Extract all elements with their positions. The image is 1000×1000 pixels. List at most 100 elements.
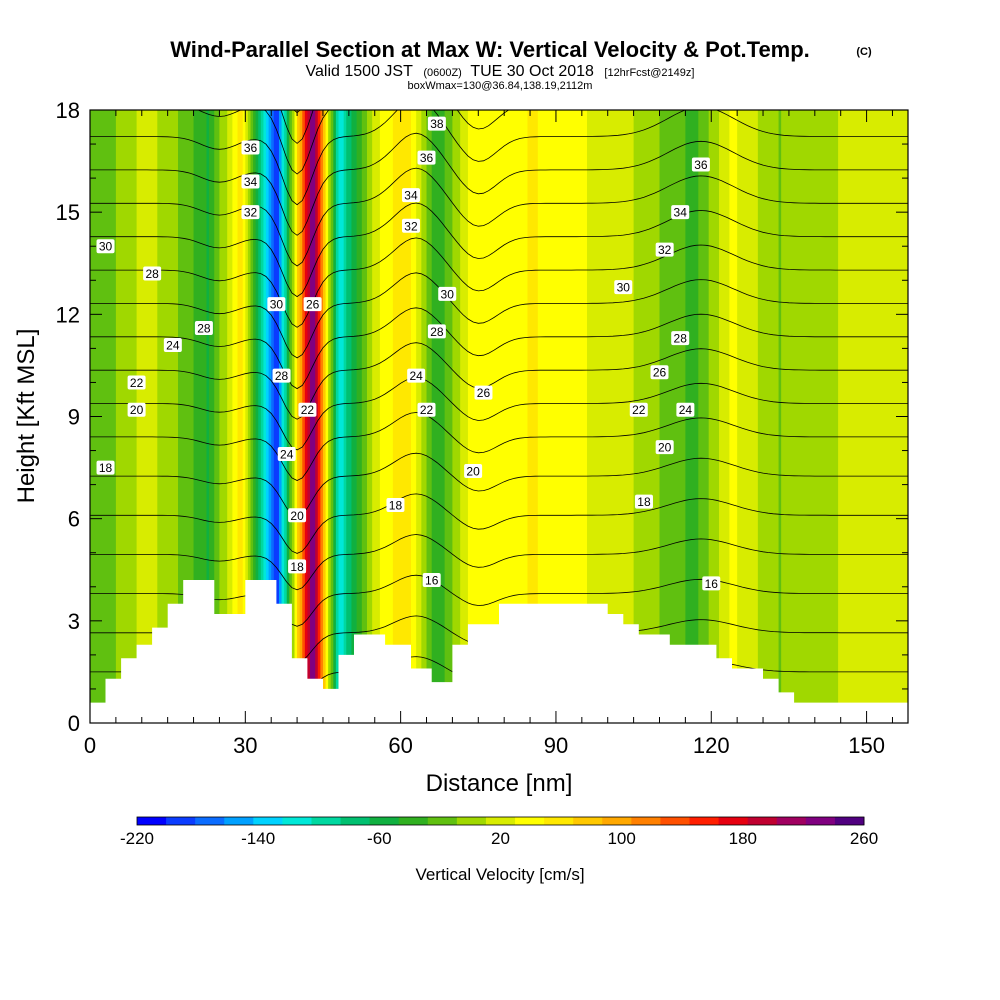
velocity-cell	[832, 110, 837, 723]
isentrope-line	[90, 272, 908, 359]
velocity-cell	[496, 110, 500, 723]
colorbar-label: -60	[367, 829, 392, 848]
velocity-cell	[110, 110, 114, 723]
velocity-cell	[589, 110, 593, 723]
velocity-cell	[343, 110, 347, 723]
velocity-cell	[597, 110, 601, 723]
velocity-cell	[196, 110, 200, 723]
velocity-cell	[530, 110, 534, 723]
contour-label-text: 24	[409, 369, 423, 383]
contour-label-text: 20	[130, 403, 144, 417]
velocity-cell	[887, 110, 891, 723]
velocity-cell	[359, 110, 363, 723]
contour-label: 24	[676, 402, 695, 417]
velocity-cell	[102, 110, 107, 723]
velocity-cell	[553, 110, 557, 723]
velocity-cell	[201, 110, 205, 723]
velocity-cell	[581, 110, 586, 723]
velocity-cell	[522, 110, 526, 723]
velocity-cell	[791, 110, 795, 723]
velocity-cell	[434, 110, 438, 723]
velocity-cell	[599, 110, 604, 723]
subtitle-date: TUE 30 Oct 2018	[470, 63, 594, 80]
velocity-cell	[765, 110, 769, 723]
velocity-cell	[830, 110, 834, 723]
contour-label-text: 30	[441, 287, 455, 301]
velocity-cell	[708, 110, 712, 723]
velocity-cell	[610, 110, 614, 723]
velocity-cell	[405, 110, 409, 723]
colorbar: -220 -140 -60 20 100 180 260	[120, 816, 878, 848]
colorbar-swatch	[340, 817, 371, 825]
velocity-cell	[356, 110, 360, 723]
contour-label: 34	[401, 188, 420, 203]
velocity-cell	[460, 110, 464, 723]
colorbar-swatch	[311, 817, 342, 825]
contour-label-text: 18	[99, 461, 113, 475]
y-tick-label: 15	[56, 200, 80, 225]
velocity-cell	[605, 110, 609, 723]
contour-label-text: 36	[420, 151, 434, 165]
velocity-cell	[499, 110, 503, 723]
velocity-cell	[550, 110, 554, 723]
velocity-cell	[788, 110, 793, 723]
velocity-cell	[263, 110, 267, 723]
velocity-cell	[387, 110, 391, 723]
velocity-cell	[180, 110, 184, 723]
velocity-cell	[211, 110, 215, 723]
contour-label: 32	[401, 218, 420, 233]
colorbar-label: 260	[850, 829, 878, 848]
x-tick-label: 60	[388, 733, 412, 758]
velocity-cell	[827, 110, 831, 723]
x-tick-label: 150	[848, 733, 885, 758]
subtitle-valid: Valid 1500 JST	[306, 63, 414, 80]
velocity-cell	[410, 110, 415, 723]
colorbar-swatch	[544, 817, 574, 825]
velocity-cell	[711, 110, 715, 723]
velocity-cell	[706, 110, 710, 723]
contour-label: 36	[691, 157, 710, 172]
velocity-cell	[543, 110, 547, 723]
colorbar-swatch	[137, 817, 167, 825]
velocity-cell	[861, 110, 865, 723]
velocity-cell	[801, 110, 806, 723]
colorbar-swatch	[834, 817, 865, 825]
velocity-cell	[755, 110, 759, 723]
title-mark: (C)	[856, 46, 872, 58]
velocity-cell	[889, 110, 894, 723]
velocity-cell	[377, 110, 381, 723]
contour-label: 28	[143, 266, 162, 281]
velocity-cell	[483, 110, 487, 723]
velocity-cell	[227, 110, 231, 723]
velocity-cell	[473, 110, 477, 723]
velocity-cell	[558, 110, 562, 723]
velocity-cell	[338, 110, 342, 723]
velocity-cell	[858, 110, 863, 723]
contour-label: 24	[163, 337, 182, 352]
velocity-cell	[509, 110, 513, 723]
velocity-cell	[281, 110, 285, 723]
isentrope-line	[90, 110, 908, 206]
velocity-cell	[628, 110, 632, 723]
velocity-cell	[719, 110, 723, 723]
isentrope-line	[90, 738, 908, 772]
colorbar-swatch	[195, 817, 225, 825]
contour-label: 24	[407, 368, 426, 383]
contour-label-text: 24	[166, 338, 180, 352]
contour-label-text: 18	[389, 499, 403, 513]
velocity-cell	[152, 110, 156, 723]
velocity-cell	[470, 110, 474, 723]
velocity-cell	[584, 110, 588, 723]
isentrope-line	[90, 412, 908, 481]
velocity-cell	[726, 110, 730, 723]
velocity-cell	[172, 110, 177, 723]
contour-label-text: 22	[130, 376, 144, 390]
velocity-cell	[884, 110, 888, 723]
colorbar-swatch	[776, 817, 807, 825]
velocity-cell	[416, 110, 420, 723]
contour-label-text: 28	[197, 321, 211, 335]
colorbar-frame	[136, 816, 865, 826]
colorbar-swatch	[718, 817, 749, 825]
contour-label-text: 26	[306, 298, 320, 312]
